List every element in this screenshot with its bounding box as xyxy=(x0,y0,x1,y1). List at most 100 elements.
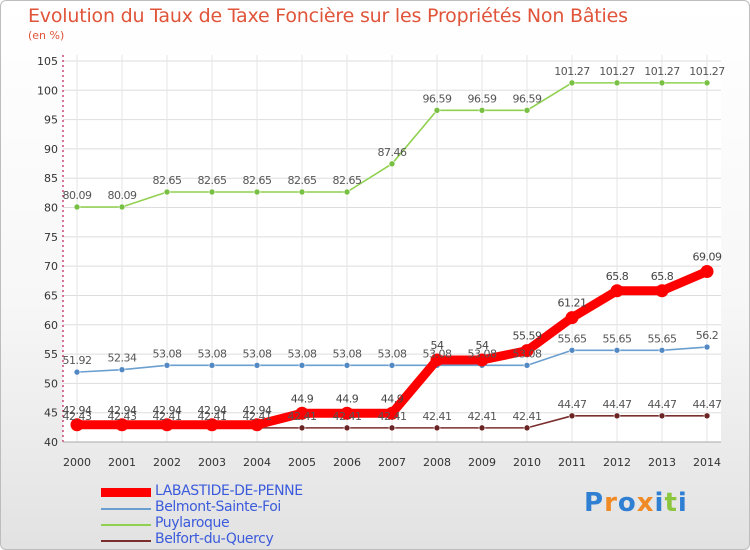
data-point xyxy=(658,79,666,87)
data-label: 82.65 xyxy=(198,174,227,187)
y-tick-label: 105 xyxy=(37,55,58,68)
data-point xyxy=(295,406,309,420)
data-point xyxy=(655,284,669,298)
data-label: 55.65 xyxy=(603,332,632,345)
legend-swatch xyxy=(101,488,151,497)
proxiti-logo: Proxiti xyxy=(584,488,688,518)
logo-letter: t xyxy=(664,488,678,518)
data-label: 82.65 xyxy=(243,174,272,187)
data-point xyxy=(73,203,81,211)
x-tick-label: 2005 xyxy=(288,456,316,469)
data-label: 44.9 xyxy=(381,392,404,405)
x-tick-label: 2013 xyxy=(648,456,676,469)
data-label: 44.47 xyxy=(558,398,587,411)
data-point xyxy=(565,311,579,325)
data-label: 101.27 xyxy=(599,65,635,78)
data-label: 42.43 xyxy=(63,410,92,423)
data-label: 53.08 xyxy=(513,347,542,360)
y-tick-label: 40 xyxy=(44,436,58,449)
data-point xyxy=(118,366,126,373)
data-label: 65.8 xyxy=(606,270,629,283)
chart-title: Evolution du Taux de Taxe Foncière sur l… xyxy=(28,5,628,27)
data-point xyxy=(388,424,396,432)
data-point xyxy=(523,362,531,369)
x-tick-label: 2012 xyxy=(603,456,631,469)
y-tick-label: 90 xyxy=(44,143,58,156)
data-point xyxy=(388,160,396,168)
data-point xyxy=(250,418,264,432)
x-tick-label: 2011 xyxy=(558,456,586,469)
data-point xyxy=(253,362,261,369)
x-tick-label: 2014 xyxy=(693,456,721,469)
data-label: 96.59 xyxy=(423,92,452,105)
data-point xyxy=(658,412,666,420)
y-tick-label: 75 xyxy=(44,231,58,244)
data-label: 82.65 xyxy=(333,174,362,187)
legend-swatch xyxy=(101,540,151,542)
data-point xyxy=(343,424,351,432)
x-tick-label: 2001 xyxy=(108,456,136,469)
data-point xyxy=(613,412,621,420)
data-label: 82.65 xyxy=(288,174,317,187)
data-point xyxy=(205,418,219,432)
legend-label: LABASTIDE-DE-PENNE xyxy=(155,483,303,499)
data-label: 56.2 xyxy=(696,329,719,342)
data-label: 53.08 xyxy=(468,347,497,360)
data-label: 87.46 xyxy=(378,146,407,159)
data-label: 42.41 xyxy=(198,410,227,423)
data-point xyxy=(568,346,576,354)
data-point xyxy=(610,284,624,298)
data-point xyxy=(70,418,84,432)
data-label: 53.08 xyxy=(378,347,407,360)
data-label: 65.8 xyxy=(651,270,674,283)
legend-label: Belmont-Sainte-Foi xyxy=(155,499,281,515)
data-label: 44.9 xyxy=(336,392,359,405)
x-tick-label: 2006 xyxy=(333,456,361,469)
logo-letter: i xyxy=(654,488,665,518)
logo-letter: r xyxy=(604,488,618,518)
logo-letter: o xyxy=(617,488,637,518)
data-label: 51.92 xyxy=(63,354,92,367)
data-point xyxy=(568,412,576,420)
data-label: 96.59 xyxy=(468,92,497,105)
data-point xyxy=(253,188,261,196)
data-point xyxy=(73,368,81,376)
data-point xyxy=(478,106,486,114)
data-label: 42.41 xyxy=(243,410,272,423)
data-label: 55.59 xyxy=(513,330,542,343)
data-label: 101.27 xyxy=(644,65,680,78)
data-label: 55.65 xyxy=(648,332,677,345)
y-tick-label: 80 xyxy=(44,202,58,215)
data-point xyxy=(163,362,171,369)
y-tick-label: 50 xyxy=(44,377,58,390)
data-point xyxy=(160,418,174,432)
data-label: 53.08 xyxy=(243,347,272,360)
data-point xyxy=(523,106,531,114)
y-tick-label: 65 xyxy=(44,289,58,302)
data-point xyxy=(343,362,351,369)
y-tick-label: 60 xyxy=(44,319,58,332)
y-tick-label: 95 xyxy=(44,114,58,127)
x-tick-label: 2002 xyxy=(153,456,181,469)
data-point xyxy=(700,264,714,278)
data-point xyxy=(703,343,711,351)
y-tick-label: 100 xyxy=(37,84,58,97)
logo-letter: i xyxy=(677,488,688,518)
data-label: 54 xyxy=(476,339,489,352)
logo-letter: x xyxy=(636,488,655,518)
logo-letter: P xyxy=(584,488,605,518)
data-point xyxy=(298,424,306,432)
data-point xyxy=(613,79,621,87)
data-label: 42.41 xyxy=(333,410,362,423)
data-point xyxy=(613,346,621,354)
data-point xyxy=(298,188,306,196)
data-label: 55.65 xyxy=(558,332,587,345)
data-point xyxy=(208,188,216,196)
data-label: 80.09 xyxy=(108,189,137,202)
data-label: 42.94 xyxy=(153,404,182,417)
data-label: 42.41 xyxy=(153,410,182,423)
data-point xyxy=(115,418,129,432)
chart-subtitle: (en %) xyxy=(28,29,65,42)
data-label: 53.08 xyxy=(198,347,227,360)
data-point xyxy=(703,412,711,420)
